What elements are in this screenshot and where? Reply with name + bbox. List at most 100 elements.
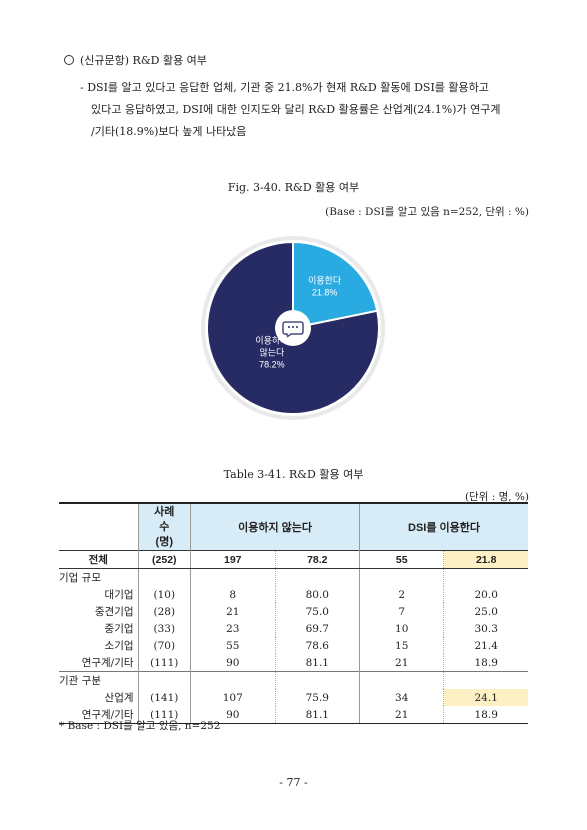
cell-n: (111) xyxy=(137,654,192,672)
cell-yes-count xyxy=(359,568,444,586)
pie-slice-not-use xyxy=(206,240,380,415)
table-row: 대기업 (10) 8 80.0 2 20.0 xyxy=(59,586,528,603)
cell-n: (70) xyxy=(137,637,192,654)
pie-data-label: 21.8% xyxy=(312,287,338,297)
chat-bubble-icon xyxy=(282,321,304,339)
group-label: 기업 규모 xyxy=(59,568,139,586)
cell-no-count xyxy=(190,671,275,689)
table-group-row: 기관 구분 xyxy=(59,671,528,689)
cell-yes-count: 10 xyxy=(359,620,444,637)
table-row: 소기업 (70) 55 78.6 15 21.4 xyxy=(59,637,528,654)
table-header-row: 사례수 (명) 이용하지 않는다 DSI를 이용한다 xyxy=(59,503,528,551)
cell-no-count: 23 xyxy=(226,622,240,635)
header-sample-size: 사례수 (명) xyxy=(137,503,192,551)
cell-yes-count: 15 xyxy=(359,637,444,654)
table-row-total: 전체 (252) 197 78.2 55 21.8 xyxy=(59,550,528,569)
cell-n: (141) xyxy=(137,689,192,706)
cell-yes-pct: 18.9 xyxy=(443,706,528,724)
cell-yes-count: 34 xyxy=(359,689,444,706)
cell-n: (33) xyxy=(137,620,192,637)
cell-n: (111) xyxy=(137,706,192,724)
cell-n xyxy=(137,671,192,689)
cell-yes-pct: 21.8 xyxy=(443,550,528,569)
row-label: 중기업 xyxy=(104,623,134,635)
cell-yes-pct: 30.3 xyxy=(443,620,528,637)
cell-no-count xyxy=(190,568,275,586)
table-row: 연구계/기타 (111) 90 81.1 21 18.9 xyxy=(59,706,528,724)
cell-no-pct xyxy=(274,671,360,689)
table-row: 중기업 (33) 23 69.7 10 30.3 xyxy=(59,620,528,637)
table-group-row: 기업 규모 xyxy=(59,568,528,586)
cell-yes-pct xyxy=(443,568,528,586)
cell-no-pct xyxy=(274,568,360,586)
cell-yes-count: 21 xyxy=(359,654,444,672)
table-row: 연구계/기타 (111) 90 81.1 21 18.9 xyxy=(59,654,528,672)
row-label: 산업계 xyxy=(104,692,134,704)
cell-no-pct: 78.2 xyxy=(274,550,360,569)
cell-yes-pct xyxy=(443,671,528,689)
cell-no-count: 197 xyxy=(190,550,275,569)
page-number: - 77 - xyxy=(279,776,308,789)
cell-yes-count: 55 xyxy=(359,550,444,569)
cell-n: (28) xyxy=(137,603,192,620)
cell-no-pct: 75.0 xyxy=(274,603,360,620)
row-label: 연구계/기타 xyxy=(59,706,139,724)
cell-no-pct: 81.1 xyxy=(274,654,360,672)
table-title: Table 3-41. R&D 활용 여부 xyxy=(223,468,364,481)
cell-no-count: 107 xyxy=(222,691,243,704)
table-unit: (단위 : 명, %) xyxy=(464,491,529,503)
cell-n: (252) xyxy=(137,550,192,569)
header-blank xyxy=(59,503,139,551)
row-label: 중견기업 xyxy=(94,606,134,618)
header-use: DSI를 이용한다 xyxy=(359,503,528,551)
table-row: 산업계 (141) 107 75.9 34 24.1 xyxy=(59,689,528,706)
data-table: 사례수 (명) 이용하지 않는다 DSI를 이용한다 전체 (252) 197 … xyxy=(59,502,528,724)
cell-no-pct: 80.0 xyxy=(274,586,360,603)
row-label: 전체 xyxy=(59,550,139,569)
pie-data-label: 78.2% xyxy=(259,360,285,370)
paragraph-line: - DSI를 알고 있다고 응답한 업체, 기관 중 21.8%가 현재 R&D… xyxy=(80,81,489,94)
table-note: * Base : DSI를 알고 있음, n=252 xyxy=(59,720,221,732)
cell-yes-pct: 24.1 xyxy=(443,689,528,706)
row-label: 대기업 xyxy=(104,589,134,601)
cell-no-count: 90 xyxy=(226,656,240,669)
table-row: 중견기업 (28) 21 75.0 7 25.0 xyxy=(59,603,528,620)
paragraph-line: /기타(18.9%)보다 높게 나타났음 xyxy=(91,125,247,138)
header-sample-size-label: 사례수 (명) xyxy=(154,505,175,548)
cell-n xyxy=(137,568,192,586)
cell-yes-count: 2 xyxy=(359,586,444,603)
cell-n: (10) xyxy=(137,586,192,603)
row-label: 소기업 xyxy=(104,640,134,652)
cell-yes-count: 7 xyxy=(359,603,444,620)
paragraph-line: 있다고 응답하였고, DSI에 대한 인지도와 달리 R&D 활용률은 산업계(… xyxy=(91,103,501,116)
row-label: 연구계/기타 xyxy=(81,657,134,669)
section-heading-text: (신규문항) R&D 활용 여부 xyxy=(80,54,207,67)
cell-no-pct: 81.1 xyxy=(274,706,360,724)
header-not-use: 이용하지 않는다 xyxy=(190,503,360,551)
pie-slice-use xyxy=(292,240,379,330)
cell-no-pct: 78.6 xyxy=(274,637,360,654)
pie-data-label: 이용하지 xyxy=(255,336,288,346)
circle-bullet-icon xyxy=(64,55,74,65)
cell-yes-count xyxy=(359,671,444,689)
description-paragraph: - DSI를 알고 있다고 응답한 업체, 기관 중 21.8%가 현재 R&D… xyxy=(80,77,535,143)
cell-no-pct: 75.9 xyxy=(274,689,360,706)
cell-no-pct: 69.7 xyxy=(274,620,360,637)
figure-base-note: (Base : DSI를 알고 있음 n=252, 단위 : %) xyxy=(325,206,529,218)
cell-yes-pct: 18.9 xyxy=(443,654,528,672)
cell-no-count: 8 xyxy=(229,588,237,601)
cell-no-count: 90 xyxy=(190,706,275,724)
cell-yes-pct: 25.0 xyxy=(443,603,528,620)
section-heading: (신규문항) R&D 활용 여부 xyxy=(64,52,207,68)
figure-title: Fig. 3-40. R&D 활용 여부 xyxy=(227,181,360,194)
group-label: 기관 구분 xyxy=(59,671,139,689)
cell-yes-count: 21 xyxy=(359,706,444,724)
cell-no-count: 21 xyxy=(226,605,240,618)
pie-data-label: 이용한다 xyxy=(308,275,342,285)
cell-yes-pct: 21.4 xyxy=(443,637,528,654)
pie-outer-ring xyxy=(201,236,385,420)
pie-data-label: 않는다 xyxy=(259,348,285,358)
cell-no-count: 55 xyxy=(226,639,240,652)
cell-yes-pct: 20.0 xyxy=(443,586,528,603)
